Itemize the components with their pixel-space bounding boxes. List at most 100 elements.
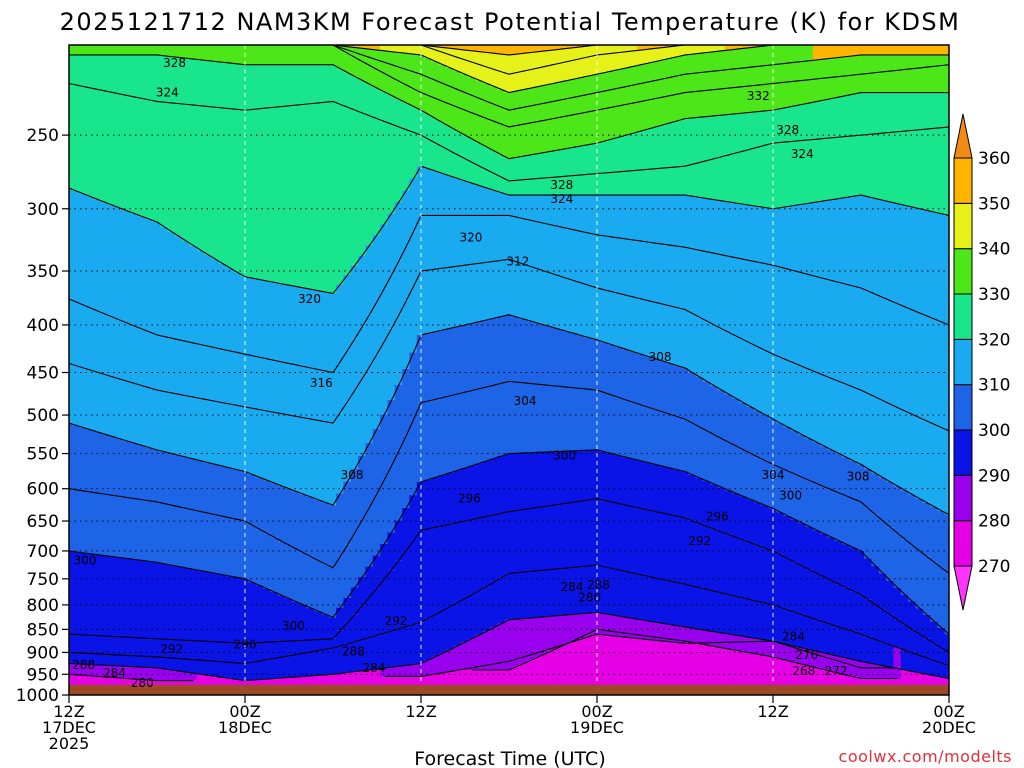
contour-fill-segment [614,347,624,398]
contour-fill-segment [512,45,521,55]
contour-fill-segment [908,652,917,672]
contour-fill-segment [328,101,338,294]
contour-fill-segment [387,532,396,570]
contour-fill-segment [578,77,587,96]
contour-fill-segment [519,156,528,180]
contour-fill-segment [167,231,176,339]
contour-fill-segment [482,188,492,216]
contour-fill-segment [893,203,902,304]
contour-fill-segment [893,45,902,55]
contour-fill-segment [255,477,264,530]
contour-fill-segment [519,107,528,125]
contour-fill-segment [607,172,616,196]
contour-fill-segment [490,670,499,695]
contour-fill-segment [651,511,660,578]
contour-fill-segment [94,493,103,555]
contour-fill-segment [336,630,345,646]
contour-fill-segment [930,660,939,676]
contour-fill-segment [600,195,609,236]
contour-label: 284 [363,661,386,675]
contour-fill-segment [937,627,946,648]
contour-fill-segment [438,672,448,695]
contour-fill-segment [864,558,873,600]
contour-fill-segment [424,77,433,96]
contour-fill-segment [541,271,550,326]
contour-fill-segment [167,505,176,566]
contour-fill-segment [724,201,734,257]
contour-fill-segment [695,376,704,427]
isentrope-340 [296,45,810,94]
contour-fill-segment [900,670,910,695]
contour-fill-segment [299,45,308,65]
contour-fill-segment [409,624,418,665]
contour-fill-segment [717,390,726,439]
contour-fill-segment [438,64,448,84]
contour-fill-segment [490,458,499,515]
contour-fill-segment [468,670,477,695]
contour-fill-segment [680,584,690,627]
contour-fill-segment [438,122,448,148]
contour-fill-segment [160,668,169,681]
contour-fill-segment [394,520,404,561]
contour-fill-segment [893,533,902,588]
contour-fill-segment [834,381,844,454]
contour-fill-segment [519,53,528,72]
contour-fill-segment [226,63,235,109]
contour-fill-segment [783,645,792,661]
contour-fill-segment [798,45,807,62]
contour-fill-segment [482,386,492,461]
contour-fill-segment [402,507,411,551]
contour-fill-segment [776,658,785,695]
contour-fill-segment [768,656,778,695]
contour-fill-segment [629,240,638,298]
contour-fill-segment [490,663,499,671]
contour-fill-segment [688,628,697,643]
y-tick-label: 500 [27,406,59,426]
contour-fill-segment [622,86,631,105]
contour-fill-segment [365,245,374,315]
contour-fill-segment [534,45,543,52]
contour-fill-segment [152,101,162,222]
contour-fill-segment [856,667,866,679]
contour-fill-segment [380,633,389,669]
contour-fill-segment [717,200,726,255]
contour-fill-segment [600,54,609,73]
isentrope-280 [472,628,898,680]
contour-fill-segment [519,89,528,108]
contour-fill-segment [262,588,272,643]
contour-fill-segment [622,195,631,239]
contour-fill-segment [673,75,682,95]
contour-fill-segment [468,62,477,78]
contour-fill-segment [482,147,492,170]
contour-fill-segment [893,407,902,487]
contour-fill-segment [600,289,609,343]
contour-fill-segment [563,278,572,332]
contour-fill-segment [930,319,939,425]
contour-fill-segment [930,506,939,563]
contour-fill-segment [306,651,316,676]
contour-fill-segment [600,634,609,695]
contour-fill-segment [944,215,949,325]
contour-fill-segment [233,63,242,110]
contour-fill-segment [739,540,748,599]
contour-fill-segment [108,205,118,318]
ground-surface [69,684,949,695]
contour-fill-segment [504,619,514,662]
contour-fill-segment [94,54,103,90]
contour-fill-segment [548,50,558,65]
contour-fill-segment [218,661,228,678]
contour-fill-segment [908,207,917,310]
contour-fill-segment [453,131,462,155]
contour-fill-segment [446,267,455,329]
contour-fill-segment [167,565,176,640]
contour-fill-segment [490,514,499,582]
contour-fill-segment [871,473,880,515]
contour-fill-segment [69,83,74,189]
contour-fill-segment [739,45,748,49]
contour-fill-segment [578,145,587,175]
contour-fill-segment [145,447,154,501]
contour-fill-segment [710,642,719,647]
credit-text: coolwx.com/modelts [839,747,1012,766]
contour-fill-segment [710,434,719,485]
contour-fill-segment [644,129,653,170]
